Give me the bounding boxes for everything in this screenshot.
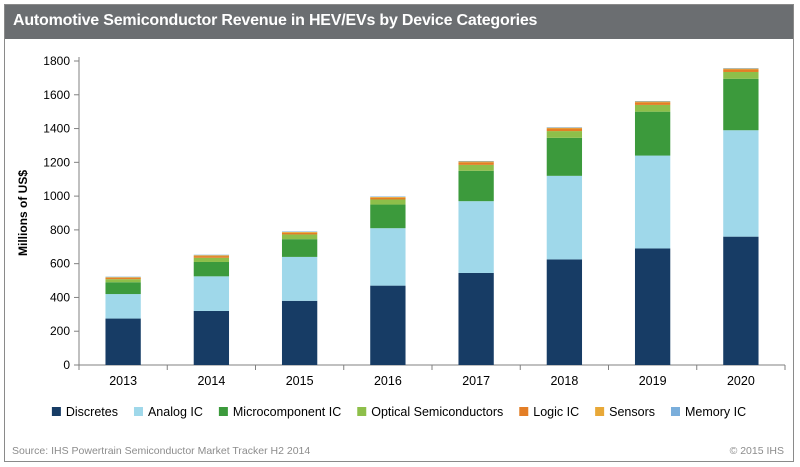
bar-segment	[634, 155, 671, 249]
y-tick-label: 800	[50, 223, 70, 237]
bar-segment	[546, 137, 583, 176]
legend-label: Sensors	[609, 405, 655, 419]
bar-segment	[105, 279, 141, 283]
y-tick-label: 1600	[43, 88, 70, 102]
legend-swatch	[218, 407, 228, 416]
x-tick-label: 2013	[109, 374, 137, 388]
bar-segment	[723, 236, 759, 365]
chart-title: Automotive Semiconductor Revenue in HEV/…	[13, 12, 538, 29]
bar-segment	[458, 160, 494, 162]
bar-segment	[458, 161, 494, 163]
bar-segment	[370, 228, 406, 286]
y-tick-label: 1200	[43, 155, 70, 169]
bar-segment	[105, 294, 141, 319]
y-tick-label: 400	[50, 290, 70, 304]
x-tick-label: 2015	[286, 374, 314, 388]
bar-segment	[634, 101, 671, 102]
bar-segment	[105, 276, 141, 278]
copyright-note: © 2015 IHS	[729, 445, 784, 457]
legend-swatch	[595, 407, 605, 416]
bar-segment	[634, 248, 671, 365]
legend-label: Logic IC	[533, 405, 579, 419]
x-tick-label: 2018	[550, 374, 578, 388]
x-tick-label: 2014	[197, 374, 225, 388]
x-axis: 2013 2014 2015 2016 2017 2018 2019 2020	[78, 364, 786, 388]
x-tick-label: 2019	[639, 374, 667, 388]
bar-segment	[370, 197, 406, 200]
legend-label: Memory IC	[685, 405, 746, 419]
bar-segment	[105, 318, 141, 365]
bar-segment	[634, 104, 671, 112]
bar-segment	[546, 128, 583, 132]
y-tick-label: 200	[50, 324, 70, 338]
x-tick-label: 2020	[727, 374, 755, 388]
bar-segment	[193, 255, 230, 257]
bar-segment	[723, 130, 759, 237]
y-tick-label: 600	[50, 257, 70, 271]
bar-segment	[723, 68, 759, 70]
bar-segment	[546, 175, 583, 260]
bar-segment	[634, 111, 671, 156]
bars	[105, 68, 759, 365]
legend-swatch	[133, 407, 143, 416]
y-tick-label: 1000	[43, 189, 70, 203]
bar-segment	[370, 196, 406, 197]
bar-segment	[370, 204, 406, 229]
bar-segment	[458, 170, 494, 202]
bar-segment	[546, 127, 583, 128]
chart-frame: Automotive Semiconductor Revenue in HEV/…	[4, 4, 794, 462]
bar-segment	[105, 282, 141, 295]
bar-segment	[193, 310, 230, 365]
legend-swatch	[357, 407, 367, 416]
bar-segment	[281, 234, 318, 240]
y-tick-label: 1800	[43, 54, 70, 68]
legend-swatch	[519, 407, 529, 416]
bar-segment	[193, 254, 230, 256]
bar-segment	[281, 231, 318, 233]
bar-segment	[723, 69, 759, 72]
bar-segment	[634, 102, 671, 105]
legend-swatch	[51, 407, 61, 416]
bar-segment	[281, 239, 318, 257]
bar-segment	[281, 231, 318, 232]
y-tick-label: 1400	[43, 122, 70, 136]
bar-segment	[458, 201, 494, 273]
bar-segment	[105, 277, 141, 279]
bar-segment	[458, 164, 494, 171]
bar-segment	[193, 256, 230, 258]
y-axis-label: Millions of US$	[16, 170, 30, 256]
bar-segment	[723, 71, 759, 79]
x-tick-label: 2016	[374, 374, 402, 388]
bar-segment	[546, 259, 583, 365]
bar-segment	[281, 256, 318, 301]
bar-segment	[193, 276, 230, 311]
legend-swatch	[670, 407, 680, 416]
bar-segment	[370, 199, 406, 205]
y-axis: 0 200 400 600 800 1000 1200 1400 1600 1800	[43, 54, 80, 372]
bar-segment	[281, 232, 318, 235]
bar-segment	[546, 127, 583, 129]
bar-segment	[723, 78, 759, 131]
bar-segment	[105, 278, 141, 280]
bar-segment	[370, 285, 406, 365]
title-bar: Automotive Semiconductor Revenue in HEV/…	[5, 5, 793, 39]
source-note: Source: IHS Powertrain Semiconductor Mar…	[12, 445, 311, 457]
bar-segment	[546, 131, 583, 138]
legend-label: Analog IC	[148, 405, 203, 419]
legend-label: Optical Semiconductors	[371, 405, 503, 419]
bar-segment	[193, 257, 230, 262]
bar-segment	[723, 68, 759, 69]
x-tick-label: 2017	[462, 374, 490, 388]
bar-segment	[193, 261, 230, 277]
bar-segment	[370, 196, 406, 198]
y-tick-label: 0	[63, 358, 70, 372]
bar-segment	[458, 272, 494, 365]
bar-segment	[281, 300, 318, 365]
legend: Discretes Analog IC Microcomponent IC Optic…	[51, 405, 746, 419]
bar-segment	[458, 162, 494, 165]
bar-segment	[634, 101, 671, 103]
legend-label: Microcomponent IC	[233, 405, 341, 419]
legend-label: Discretes	[66, 405, 118, 419]
